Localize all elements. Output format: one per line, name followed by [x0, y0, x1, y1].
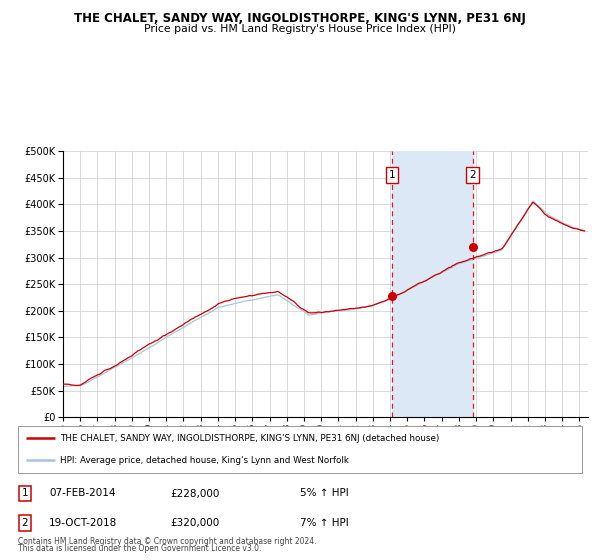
Text: HPI: Average price, detached house, King's Lynn and West Norfolk: HPI: Average price, detached house, King… [60, 456, 349, 465]
FancyBboxPatch shape [18, 426, 582, 473]
Text: THE CHALET, SANDY WAY, INGOLDISTHORPE, KING'S LYNN, PE31 6NJ (detached house): THE CHALET, SANDY WAY, INGOLDISTHORPE, K… [60, 434, 440, 443]
Text: 07-FEB-2014: 07-FEB-2014 [49, 488, 116, 498]
Text: 1: 1 [22, 488, 28, 498]
Bar [392, 151, 473, 417]
Text: 19-OCT-2018: 19-OCT-2018 [49, 518, 117, 528]
Text: £228,000: £228,000 [170, 488, 220, 498]
Text: 5% ↑ HPI: 5% ↑ HPI [300, 488, 349, 498]
Text: 1: 1 [388, 170, 395, 180]
Text: Contains HM Land Registry data © Crown copyright and database right 2024.: Contains HM Land Registry data © Crown c… [18, 538, 317, 547]
Text: £320,000: £320,000 [170, 518, 220, 528]
Text: This data is licensed under the Open Government Licence v3.0.: This data is licensed under the Open Gov… [18, 544, 262, 553]
Text: THE CHALET, SANDY WAY, INGOLDISTHORPE, KING'S LYNN, PE31 6NJ: THE CHALET, SANDY WAY, INGOLDISTHORPE, K… [74, 12, 526, 25]
Text: 7% ↑ HPI: 7% ↑ HPI [300, 518, 349, 528]
Text: Price paid vs. HM Land Registry's House Price Index (HPI): Price paid vs. HM Land Registry's House … [144, 24, 456, 34]
Text: 2: 2 [22, 518, 28, 528]
Text: 2: 2 [469, 170, 476, 180]
